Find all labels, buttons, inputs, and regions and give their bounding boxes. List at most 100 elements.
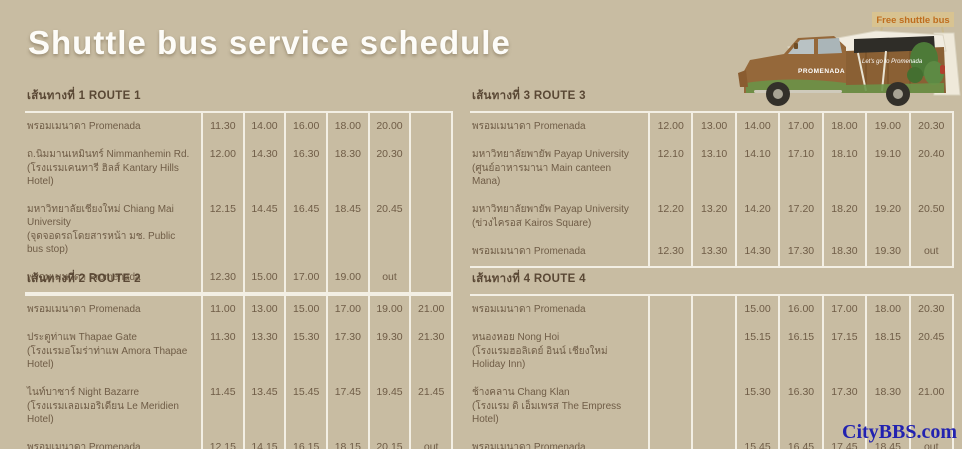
route-3-title: เส้นทางที่ 3 ROUTE 3 [472, 90, 586, 102]
stop-cell: พรอมเมนาดา Promenada [27, 442, 141, 449]
time-cell: 12.00 [201, 141, 243, 196]
stop-cell: ประตูท่าแพ Thapae Gate (โรงแรมอโมร่าท่าแพ… [27, 332, 188, 370]
stop-cell: ช้างคลาน Chang Klan (โรงแรม ดิ เอ็มเพรส T… [472, 387, 622, 425]
time-cell: 17.30 [326, 324, 368, 379]
stop-cell: หนองหอย Nong Hoi (โรงแรมฮอลิเดย์ อินน์ เช… [472, 332, 608, 370]
time-cell: 16.00 [778, 296, 821, 324]
time-cell [409, 264, 451, 292]
time-cell: 18.00 [865, 296, 908, 324]
time-cell: 18.15 [865, 324, 908, 379]
time-cell: 14.45 [242, 196, 285, 264]
route-2-title: เส้นทางที่ 2 ROUTE 2 [27, 273, 141, 285]
side-label: Let's go to Promenada [862, 59, 923, 65]
time-cell: 11.00 [201, 296, 243, 324]
time-cell: 13.45 [242, 379, 285, 434]
door-label: PROMENADA [798, 68, 845, 75]
time-cell [691, 434, 734, 449]
time-cell: out [409, 434, 451, 449]
time-cell: 17.30 [821, 379, 865, 434]
time-cell [691, 296, 734, 324]
time-cell: out [908, 238, 952, 266]
time-cell: 12.30 [201, 264, 243, 292]
time-cell: 16.30 [284, 141, 326, 196]
svg-text:Free shuttle bus: Free shuttle bus [876, 15, 949, 26]
time-cell: 18.30 [326, 141, 368, 196]
time-cell: 18.00 [326, 113, 368, 141]
route-3-table: เส้นทางที่ 3 ROUTE 3 พรอมเมนาดา Promenad… [470, 87, 954, 268]
page-title: Shuttle bus service schedule [28, 24, 511, 61]
time-cell: 12.10 [648, 141, 691, 196]
time-cell [648, 379, 691, 434]
time-cell: out [908, 434, 952, 449]
time-cell: 17.10 [778, 141, 821, 196]
time-cell: 15.00 [242, 264, 285, 292]
time-cell: 21.00 [409, 296, 451, 324]
time-cell: 17.00 [778, 113, 821, 141]
time-cell [648, 296, 691, 324]
route-1-title: เส้นทางที่ 1 ROUTE 1 [27, 90, 141, 102]
rear-wheel [886, 82, 910, 106]
time-cell: 15.45 [284, 379, 326, 434]
route-4-table: เส้นทางที่ 4 ROUTE 4 พรอมเมนาดา Promenad… [470, 270, 954, 449]
route-2-table: เส้นทางที่ 2 ROUTE 2 พรอมเมนาดา Promenad… [25, 270, 453, 449]
time-cell: 11.30 [201, 113, 243, 141]
time-cell: 17.00 [326, 296, 368, 324]
time-cell: 17.30 [778, 238, 821, 266]
time-cell: 17.45 [326, 379, 368, 434]
time-cell: 12.15 [201, 196, 243, 264]
time-cell: 18.30 [821, 238, 865, 266]
time-cell: 12.20 [648, 196, 691, 238]
time-cell: 14.20 [734, 196, 778, 238]
time-cell: 16.00 [284, 113, 326, 141]
door-window [818, 38, 842, 54]
time-cell: 15.30 [284, 324, 326, 379]
time-cell: 20.00 [367, 113, 410, 141]
time-cell: 12.15 [201, 434, 243, 449]
time-cell: 14.15 [242, 434, 285, 449]
stop-cell: ไนท์บาซาร์ Night Bazarre (โรงแรมเลอเมอริเ… [27, 387, 179, 425]
time-cell: 15.00 [734, 296, 778, 324]
time-cell: 19.20 [865, 196, 908, 238]
time-cell: 14.30 [734, 238, 778, 266]
time-cell: 16.30 [778, 379, 821, 434]
route-1-body: พรอมเมนาดา Promenada 11.30 14.00 16.00 1… [25, 111, 453, 294]
route-3-body: พรอมเมนาดา Promenada 12.00 13.00 14.00 1… [470, 111, 954, 268]
time-cell: 15.15 [734, 324, 778, 379]
time-cell: 21.00 [908, 379, 952, 434]
route-2-body: พรอมเมนาดา Promenada 11.00 13.00 15.00 1… [25, 294, 453, 449]
time-cell: 16.45 [778, 434, 821, 449]
time-cell: 11.30 [201, 324, 243, 379]
time-cell: 21.45 [409, 379, 451, 434]
front-wheel [766, 82, 790, 106]
time-cell: 13.30 [691, 238, 734, 266]
time-cell: 15.30 [734, 379, 778, 434]
front-bumper [738, 70, 748, 87]
time-cell: 18.45 [326, 196, 368, 264]
windshield [788, 39, 814, 54]
time-cell: 15.45 [734, 434, 778, 449]
stop-cell: มหาวิทยาลัยพายัพ Payap University (ศูนย์อ… [472, 149, 629, 187]
stop-cell: พรอมเมนาดา Promenada [472, 304, 586, 315]
time-cell [691, 324, 734, 379]
citybbs-watermark-link[interactable]: CityBBS.com [842, 421, 957, 443]
time-cell: 16.15 [284, 434, 326, 449]
time-cell: 16.15 [778, 324, 821, 379]
time-cell: 19.00 [367, 296, 410, 324]
time-cell: 20.50 [908, 196, 952, 238]
route-1-table: เส้นทางที่ 1 ROUTE 1 พรอมเมนาดา Promenad… [25, 87, 453, 294]
time-cell: 20.45 [908, 324, 952, 379]
time-cell: 20.40 [908, 141, 952, 196]
time-cell: 13.10 [691, 141, 734, 196]
time-cell: 14.10 [734, 141, 778, 196]
time-cell: 19.00 [326, 264, 368, 292]
time-cell: 13.00 [242, 296, 285, 324]
time-cell: 14.30 [242, 141, 285, 196]
time-cell [409, 141, 451, 196]
shuttle-truck-illustration: Free shuttle bus [736, 5, 962, 107]
time-cell: 20.15 [367, 434, 410, 449]
time-cell: 19.30 [367, 324, 410, 379]
time-cell: out [367, 264, 410, 292]
time-cell: 18.20 [821, 196, 865, 238]
time-cell: 12.00 [648, 113, 691, 141]
